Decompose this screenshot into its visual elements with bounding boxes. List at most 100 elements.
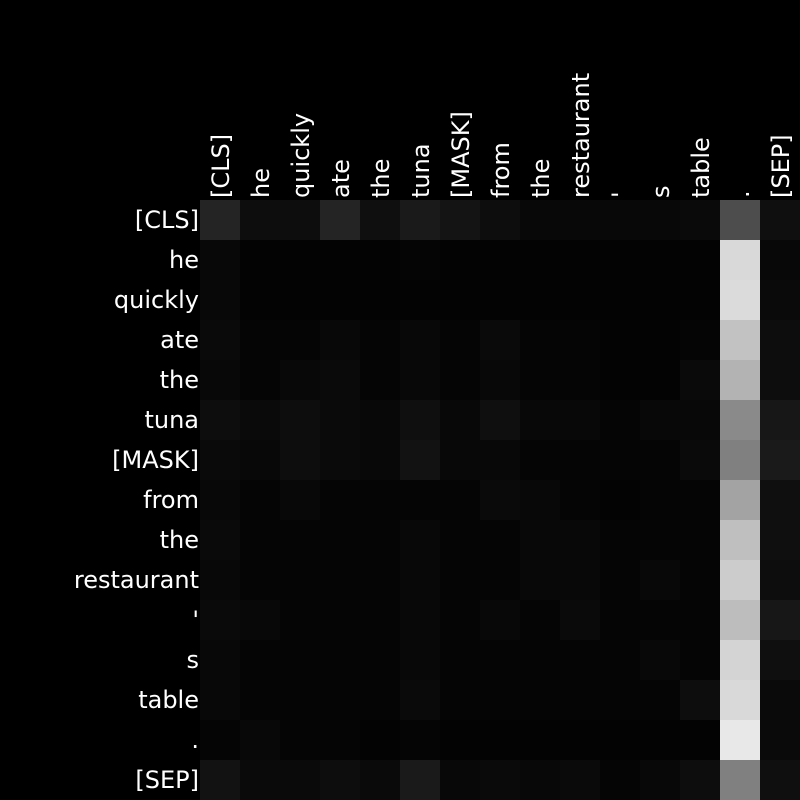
x-tick-label: ' bbox=[607, 191, 635, 198]
heatmap-cell bbox=[760, 520, 800, 560]
heatmap-cell bbox=[320, 640, 360, 680]
heatmap-cell bbox=[480, 640, 520, 680]
heatmap-cell bbox=[440, 320, 480, 360]
heatmap-cell bbox=[400, 480, 440, 520]
heatmap-cell bbox=[680, 360, 720, 400]
y-tick-label: the bbox=[160, 366, 199, 394]
heatmap-cell bbox=[760, 600, 800, 640]
heatmap-cell bbox=[760, 440, 800, 480]
y-tick-label: the bbox=[160, 526, 199, 554]
heatmap-cell bbox=[600, 440, 640, 480]
heatmap-cell bbox=[280, 600, 320, 640]
heatmap-cell bbox=[440, 440, 480, 480]
heatmap-cell bbox=[760, 560, 800, 600]
heatmap-cell bbox=[440, 280, 480, 320]
heatmap-cell bbox=[280, 720, 320, 760]
heatmap-cell bbox=[640, 680, 680, 720]
heatmap-cell bbox=[520, 320, 560, 360]
heatmap-cell bbox=[200, 680, 240, 720]
heatmap-cell bbox=[360, 720, 400, 760]
heatmap-cell bbox=[680, 280, 720, 320]
x-tick-label: table bbox=[687, 137, 715, 198]
heatmap-cell bbox=[720, 400, 760, 440]
heatmap-cell bbox=[600, 640, 640, 680]
heatmap-cell bbox=[640, 200, 680, 240]
heatmap-cell bbox=[320, 760, 360, 800]
x-tick-label: from bbox=[487, 142, 515, 198]
x-tick-label: tuna bbox=[407, 143, 435, 198]
heatmap-cell bbox=[280, 680, 320, 720]
heatmap-cell bbox=[200, 560, 240, 600]
heatmap-cell bbox=[560, 400, 600, 440]
heatmap-cell bbox=[600, 280, 640, 320]
heatmap-cell bbox=[520, 400, 560, 440]
heatmap-cell bbox=[320, 240, 360, 280]
heatmap-cell bbox=[280, 400, 320, 440]
heatmap-cell bbox=[560, 720, 600, 760]
heatmap-cell bbox=[760, 400, 800, 440]
heatmap-cell bbox=[240, 400, 280, 440]
heatmap-cell bbox=[560, 480, 600, 520]
heatmap-cell bbox=[760, 360, 800, 400]
heatmap-cell bbox=[440, 520, 480, 560]
heatmap-cell bbox=[200, 400, 240, 440]
heatmap-cell bbox=[400, 440, 440, 480]
heatmap-cell bbox=[560, 360, 600, 400]
heatmap-cell bbox=[480, 240, 520, 280]
y-tick-label: s bbox=[186, 646, 199, 674]
heatmap-cell bbox=[480, 440, 520, 480]
heatmap-cell bbox=[240, 600, 280, 640]
heatmap-cell bbox=[760, 280, 800, 320]
heatmap-cell bbox=[240, 560, 280, 600]
heatmap-cell bbox=[720, 680, 760, 720]
heatmap-cell bbox=[520, 680, 560, 720]
heatmap-cell bbox=[240, 680, 280, 720]
heatmap-cell bbox=[440, 600, 480, 640]
heatmap-cell bbox=[240, 760, 280, 800]
heatmap-cell bbox=[240, 640, 280, 680]
heatmap-cell bbox=[200, 360, 240, 400]
heatmap-cell bbox=[640, 320, 680, 360]
heatmap-cell bbox=[360, 240, 400, 280]
heatmap-cell bbox=[200, 520, 240, 560]
heatmap-cell bbox=[640, 640, 680, 680]
heatmap-cell bbox=[600, 480, 640, 520]
heatmap-cell bbox=[560, 440, 600, 480]
heatmap-cell bbox=[680, 240, 720, 280]
heatmap-cell bbox=[440, 720, 480, 760]
heatmap-cell bbox=[440, 680, 480, 720]
heatmap-cell bbox=[640, 360, 680, 400]
heatmap-cell bbox=[320, 520, 360, 560]
y-tick-label: [SEP] bbox=[135, 766, 199, 794]
heatmap-cell bbox=[280, 200, 320, 240]
heatmap-cell bbox=[560, 760, 600, 800]
heatmap-cell bbox=[360, 200, 400, 240]
heatmap-cell bbox=[400, 200, 440, 240]
heatmap-cell bbox=[520, 720, 560, 760]
heatmap-cell bbox=[720, 520, 760, 560]
heatmap-cell bbox=[720, 760, 760, 800]
heatmap-cell bbox=[320, 200, 360, 240]
heatmap-cell bbox=[720, 480, 760, 520]
heatmap-cell bbox=[600, 760, 640, 800]
heatmap-cell bbox=[680, 560, 720, 600]
x-tick-label: s bbox=[647, 185, 675, 198]
heatmap-cell bbox=[720, 320, 760, 360]
heatmap-cell bbox=[720, 360, 760, 400]
x-tick-label: . bbox=[727, 190, 755, 198]
heatmap-cell bbox=[360, 400, 400, 440]
heatmap-cell bbox=[680, 440, 720, 480]
heatmap-cell bbox=[640, 400, 680, 440]
heatmap-cell bbox=[360, 600, 400, 640]
heatmap-cell bbox=[640, 280, 680, 320]
x-tick-label: the bbox=[367, 159, 395, 198]
heatmap-cell bbox=[440, 240, 480, 280]
heatmap-cell bbox=[680, 400, 720, 440]
heatmap-cell bbox=[440, 640, 480, 680]
heatmap-cell bbox=[400, 680, 440, 720]
heatmap-cell bbox=[280, 560, 320, 600]
heatmap-cell bbox=[720, 200, 760, 240]
heatmap-cell bbox=[240, 520, 280, 560]
heatmap-cell bbox=[320, 600, 360, 640]
heatmap-cell bbox=[240, 720, 280, 760]
